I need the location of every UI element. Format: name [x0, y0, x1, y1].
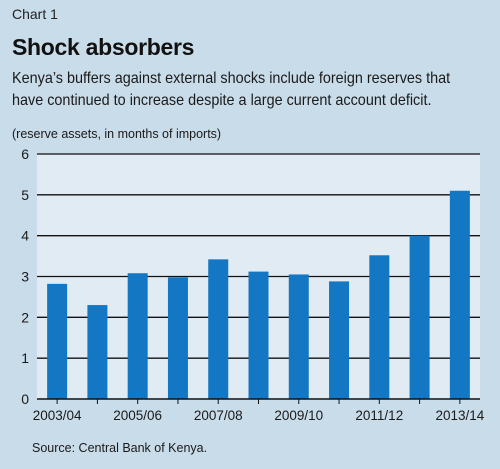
y-tick-label: 1 [21, 350, 29, 366]
source-note: Source: Central Bank of Kenya. [32, 441, 208, 455]
y-tick-label: 0 [21, 391, 29, 407]
chart-number-label: Chart 1 [12, 6, 58, 22]
x-tick-label: 2011/12 [355, 408, 403, 423]
y-tick-label: 6 [21, 146, 29, 162]
x-tick-label: 2005/06 [113, 408, 162, 423]
bar [208, 259, 229, 399]
chart-subtitle: Kenya’s buffers against external shocks … [12, 68, 451, 112]
x-tick-label: 2003/04 [33, 408, 82, 423]
bar [47, 283, 68, 399]
chart-title: Shock absorbers [12, 34, 195, 60]
x-tick-label: 2013/14 [435, 408, 484, 423]
bar [167, 277, 188, 399]
y-tick-label: 5 [21, 187, 29, 203]
bar [288, 274, 309, 399]
x-tick-label: 2007/08 [194, 408, 243, 423]
y-tick-label: 2 [21, 309, 29, 325]
chart-subtitle-line-2: have continued to increase despite a lar… [12, 92, 432, 109]
bar [449, 190, 470, 399]
bar [248, 271, 269, 399]
chart-subtitle-line-1: Kenya’s buffers against external shocks … [12, 70, 451, 87]
bar [87, 305, 108, 399]
y-axis-unit-note: (reserve assets, in months of imports) [12, 127, 222, 141]
bar [329, 281, 350, 399]
y-tick-label: 3 [21, 269, 29, 285]
bar [127, 273, 148, 399]
x-tick-label: 2009/10 [274, 408, 323, 423]
bar [409, 235, 430, 399]
y-tick-label: 4 [21, 228, 29, 244]
bar [369, 255, 390, 399]
